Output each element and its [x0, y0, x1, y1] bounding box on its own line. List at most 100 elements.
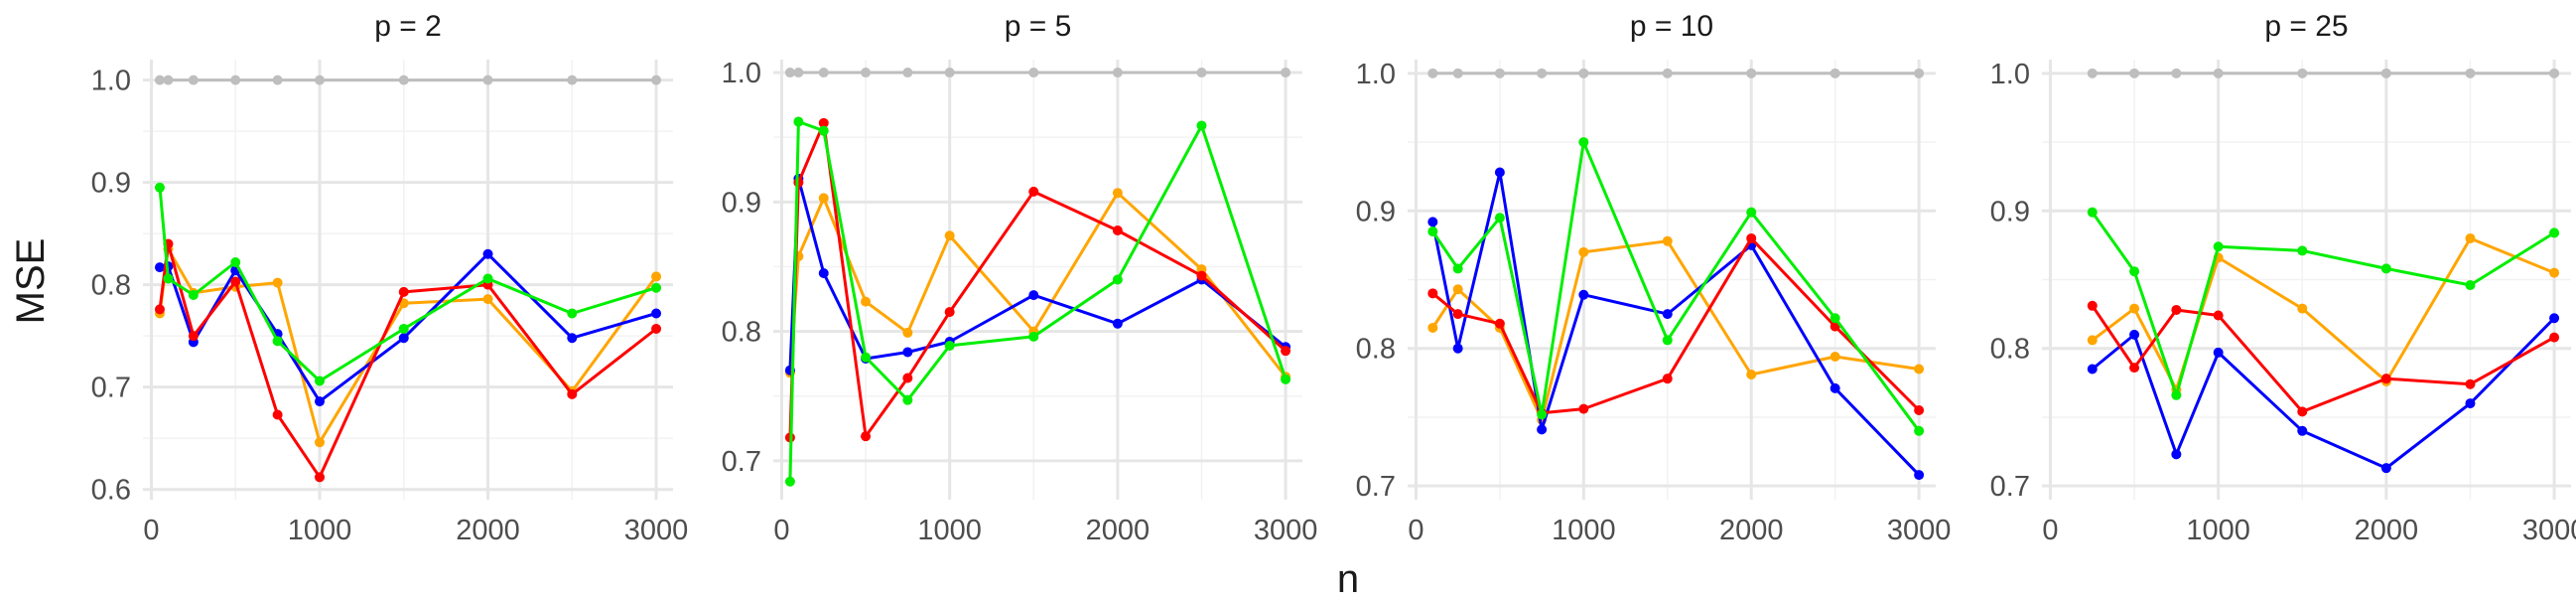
x-tick-label: 3000	[2522, 515, 2576, 546]
data-point	[1028, 331, 1039, 342]
data-point	[398, 333, 409, 344]
data-point	[651, 282, 662, 293]
x-tick-label: 0	[143, 515, 159, 546]
data-point	[2129, 329, 2140, 340]
data-point	[1452, 68, 1463, 78]
data-point	[2297, 303, 2308, 314]
x-tick-label: 0	[2042, 515, 2058, 546]
data-point	[818, 68, 829, 78]
data-point	[784, 476, 795, 487]
data-point	[2549, 68, 2560, 78]
y-tick-label: 0.7	[1990, 471, 2030, 503]
data-point	[315, 75, 325, 85]
data-point	[1028, 186, 1039, 197]
data-point	[793, 68, 804, 78]
data-point	[651, 75, 662, 85]
data-point	[482, 248, 493, 259]
data-point	[398, 286, 409, 297]
x-tick-label: 2000	[1086, 515, 1151, 546]
x-tick-label: 1000	[2186, 515, 2250, 546]
y-tick-label: 0.8	[1356, 334, 1396, 366]
data-point	[2213, 241, 2224, 252]
data-point	[1427, 322, 1438, 333]
data-point	[1427, 217, 1438, 227]
x-tick-label: 3000	[1887, 515, 1952, 546]
data-point	[1662, 309, 1673, 320]
data-point	[1578, 289, 1589, 300]
data-point	[1452, 343, 1463, 354]
data-point	[1830, 68, 1840, 78]
data-point	[1662, 68, 1673, 78]
data-point	[784, 68, 795, 78]
data-point	[2129, 266, 2140, 277]
data-point	[1662, 374, 1673, 384]
data-point	[230, 276, 241, 287]
y-tick-label: 0.8	[91, 270, 131, 302]
data-point	[1746, 207, 1757, 218]
data-point	[1112, 188, 1123, 199]
y-tick-label: 0.9	[91, 168, 131, 200]
data-point	[902, 68, 913, 78]
data-point	[2297, 425, 2308, 436]
x-tick-label: 1000	[917, 515, 982, 546]
data-point	[1914, 405, 1925, 416]
data-point	[1746, 68, 1757, 78]
data-point	[2171, 389, 2182, 400]
series-line	[788, 177, 1288, 371]
data-point	[1537, 424, 1548, 435]
data-point	[1578, 137, 1589, 148]
data-point	[2129, 68, 2140, 78]
y-tick-label: 1.0	[1990, 59, 2030, 90]
data-point	[651, 271, 662, 282]
series-line	[2091, 236, 2555, 391]
data-point	[2087, 207, 2098, 218]
data-point	[793, 116, 804, 127]
data-point	[1746, 232, 1757, 243]
data-point	[1914, 470, 1925, 481]
data-point	[2465, 378, 2476, 389]
series-line	[2091, 317, 2556, 470]
y-tick-label: 0.9	[722, 187, 761, 219]
series-line	[788, 121, 1288, 438]
data-point	[1537, 409, 1548, 420]
x-tick-label: 2000	[456, 515, 520, 546]
data-point	[1112, 318, 1123, 329]
data-point	[1427, 68, 1438, 78]
data-point	[2380, 463, 2391, 474]
data-point	[902, 394, 913, 405]
data-point	[1494, 167, 1505, 178]
data-point	[2549, 332, 2560, 343]
data-point	[902, 327, 913, 338]
data-point	[398, 75, 409, 85]
data-point	[567, 308, 578, 319]
data-point	[2213, 68, 2224, 78]
data-point	[1914, 364, 1925, 375]
data-point	[861, 431, 872, 442]
data-point	[1830, 352, 1840, 363]
data-point	[1281, 68, 1291, 78]
data-point	[944, 230, 955, 241]
panel-3: p = 10 0 1000 2000 3000 0.7 0.8 0.9 1.0	[1356, 10, 1952, 546]
data-point	[154, 304, 165, 315]
y-tick-label: 1.0	[722, 58, 761, 89]
y-tick-label: 0.8	[722, 317, 761, 349]
data-point	[230, 75, 241, 85]
data-point	[1452, 284, 1463, 295]
data-point	[2087, 300, 2098, 311]
data-point	[1452, 309, 1463, 320]
data-point	[2380, 263, 2391, 274]
y-tick-label: 0.7	[91, 373, 131, 404]
panel-title: p = 10	[1630, 10, 1713, 43]
data-point	[315, 376, 325, 386]
data-point	[482, 75, 493, 85]
data-point	[2213, 310, 2224, 321]
x-tick-label: 3000	[624, 515, 689, 546]
data-point	[315, 437, 325, 448]
data-point	[1662, 235, 1673, 246]
data-point	[1914, 425, 1925, 436]
data-point	[1830, 382, 1840, 393]
data-point	[944, 307, 955, 318]
data-point	[2087, 364, 2098, 375]
series-line	[158, 241, 657, 479]
data-point	[1281, 346, 1291, 357]
